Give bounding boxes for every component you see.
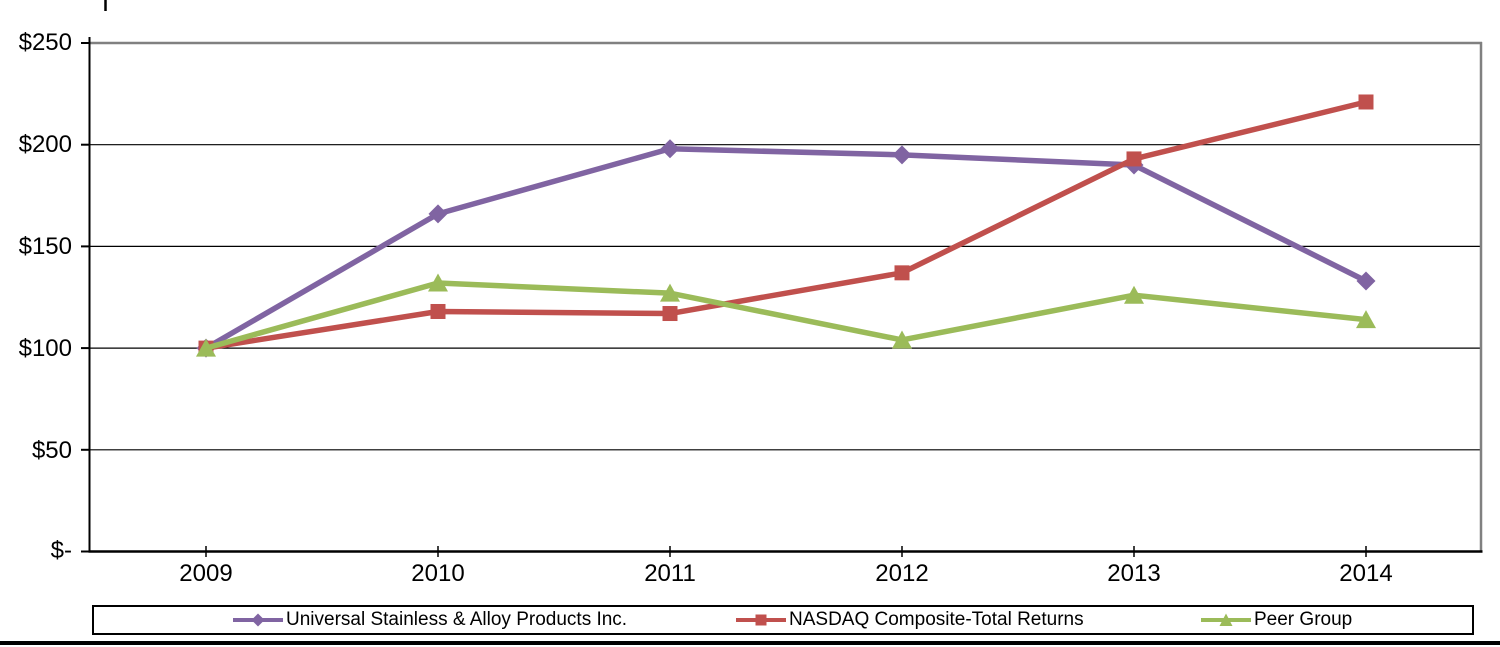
figure-bottom-border <box>0 641 1500 645</box>
y-axis-label: $100 <box>18 335 72 362</box>
legend-label: Universal Stainless & Alloy Products Inc… <box>286 609 628 630</box>
line-square-marker-icon <box>736 614 786 626</box>
y-axis-label: $- <box>50 537 72 564</box>
x-axis-label: 2009 <box>179 560 233 587</box>
x-axis-label: 2010 <box>411 560 465 587</box>
y-axis-label: $50 <box>31 437 72 464</box>
plot-area <box>81 0 1483 557</box>
x-axis-label: 2014 <box>1339 560 1393 587</box>
y-axis-label: $200 <box>18 131 72 158</box>
y-axis-label: $150 <box>18 233 72 260</box>
legend-item-universal-stainless: Universal Stainless & Alloy Products Inc… <box>232 607 627 633</box>
x-axis-label: 2012 <box>875 560 929 587</box>
legend-item-peer-group: Peer Group <box>1200 607 1352 633</box>
legend: Universal Stainless & Alloy Products Inc… <box>92 605 1474 635</box>
legend-item-nasdaq-composite: NASDAQ Composite-Total Returns <box>735 607 1084 633</box>
x-axis-label: 2011 <box>644 560 696 587</box>
line-diamond-marker-icon <box>233 613 283 627</box>
legend-label: Peer Group <box>1254 609 1353 630</box>
x-axis-label: 2013 <box>1107 560 1161 587</box>
legend-label: NASDAQ Composite-Total Returns <box>789 609 1084 630</box>
y-axis-label: $250 <box>18 29 72 56</box>
line-triangle-marker-icon <box>1201 613 1251 626</box>
